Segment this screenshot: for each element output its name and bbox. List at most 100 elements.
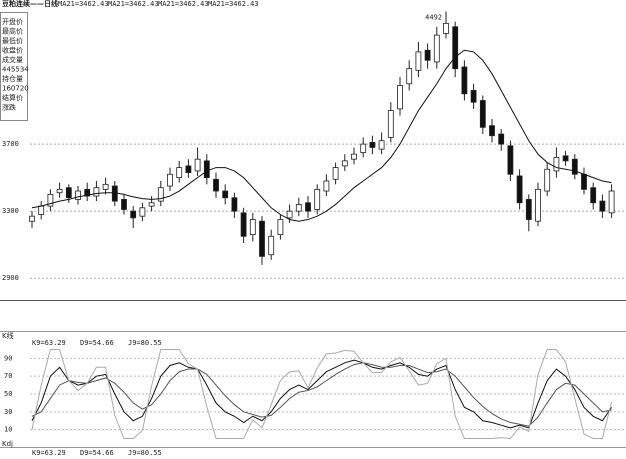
candle-body — [286, 210, 293, 219]
candle-body — [203, 160, 210, 179]
indicator-line — [31, 348, 613, 440]
ma-line — [31, 49, 612, 222]
candle-body — [102, 183, 109, 190]
info-label: 445534 — [2, 66, 29, 74]
candle-body — [176, 167, 183, 179]
candle-body — [553, 157, 560, 172]
candle-body — [433, 34, 440, 63]
candle-body — [111, 185, 118, 202]
candle-body — [581, 173, 587, 190]
candle-body — [498, 133, 505, 145]
candle-body — [38, 205, 45, 215]
candle-body — [443, 23, 449, 34]
candle-body — [360, 143, 367, 153]
candle-body — [470, 90, 477, 103]
annotation: 4492 — [425, 13, 442, 21]
candle-body — [415, 51, 422, 71]
candle-body — [185, 165, 192, 174]
legend-label: MA21=3462.43 — [108, 0, 159, 8]
candle-body — [406, 68, 413, 85]
candle-body — [47, 193, 54, 207]
candle-body — [387, 110, 394, 138]
candle-body — [65, 187, 72, 199]
candle-body — [571, 158, 578, 175]
candle-body — [295, 204, 302, 212]
candle-body — [599, 200, 606, 212]
legend-label: MA21=3462.43 — [208, 0, 259, 8]
candle-body — [397, 85, 403, 110]
candle-body — [507, 145, 514, 175]
legend-label: D9=54.66 — [80, 449, 114, 457]
info-panel — [0, 12, 28, 121]
candle-body — [452, 26, 459, 70]
legend-label: K9=63.29 — [32, 449, 66, 457]
candle-body — [277, 219, 284, 236]
candle-body — [121, 199, 127, 210]
candle-body — [259, 220, 265, 257]
info-label: 结算价 — [2, 93, 23, 102]
candle-body — [535, 188, 541, 222]
candle-body — [341, 160, 348, 167]
candle-body — [139, 207, 146, 217]
candle-body — [305, 202, 311, 212]
y-tick-label: 50 — [4, 390, 12, 398]
legend-label: K9=63.29 — [32, 339, 66, 347]
candle-body — [213, 178, 219, 192]
y-tick-label: 2900 — [2, 274, 19, 282]
info-label: 最低价 — [2, 36, 23, 45]
candle-body — [489, 125, 495, 137]
candle-body — [84, 188, 91, 197]
candle-body — [590, 187, 597, 204]
candle-body — [525, 199, 532, 220]
legend-label: J9=80.55 — [128, 449, 162, 457]
candle-body — [29, 215, 35, 222]
candle-body — [130, 210, 137, 219]
y-tick-label: 3300 — [2, 207, 19, 215]
info-label: 最高价 — [2, 27, 23, 36]
pane-label: Kdj — [2, 440, 13, 448]
candle-body — [249, 219, 256, 236]
legend-label: D9=54.66 — [80, 339, 114, 347]
candle-body — [562, 155, 569, 162]
candle-body — [148, 202, 155, 207]
candle-body — [369, 142, 376, 148]
info-label: 160720 — [2, 85, 29, 93]
info-label: 持仓量 — [2, 74, 23, 83]
candle-body — [231, 197, 238, 212]
candle-body — [240, 212, 247, 237]
candle-body — [314, 188, 321, 210]
info-label: 收盘价 — [2, 46, 23, 55]
candle-body — [461, 66, 468, 95]
indicator-line — [31, 359, 613, 429]
candle-body — [544, 168, 551, 192]
candle-body — [378, 140, 385, 150]
candle-body — [323, 180, 330, 192]
candle-body — [479, 100, 486, 128]
legend-label: J9=80.55 — [128, 339, 162, 347]
candle-body — [56, 188, 63, 194]
legend-label: MA21=3462.43 — [58, 0, 109, 8]
y-tick-label: 70 — [4, 372, 12, 380]
y-tick-label: 30 — [4, 408, 12, 416]
pane-label: K线 — [2, 331, 14, 340]
info-label: 成交量 — [2, 55, 23, 64]
candle-body — [332, 167, 339, 180]
y-tick-label: 3700 — [2, 140, 19, 148]
candle-body — [608, 190, 615, 214]
candle-body — [93, 187, 100, 197]
candle-body — [157, 187, 164, 202]
legend-label: MA21=3462.43 — [158, 0, 209, 8]
candle-body — [75, 190, 81, 200]
candle-body — [167, 173, 173, 187]
candle-body — [516, 175, 523, 204]
chart-title: 豆粕连续——日线 — [2, 0, 58, 8]
info-label: 开盘价 — [2, 17, 23, 26]
candle-body — [222, 190, 229, 199]
candle-body — [194, 158, 201, 172]
y-tick-label: 90 — [4, 354, 12, 362]
indicator-line — [31, 362, 612, 427]
info-label: 涨跌 — [2, 103, 16, 112]
y-tick-label: 10 — [4, 426, 12, 434]
